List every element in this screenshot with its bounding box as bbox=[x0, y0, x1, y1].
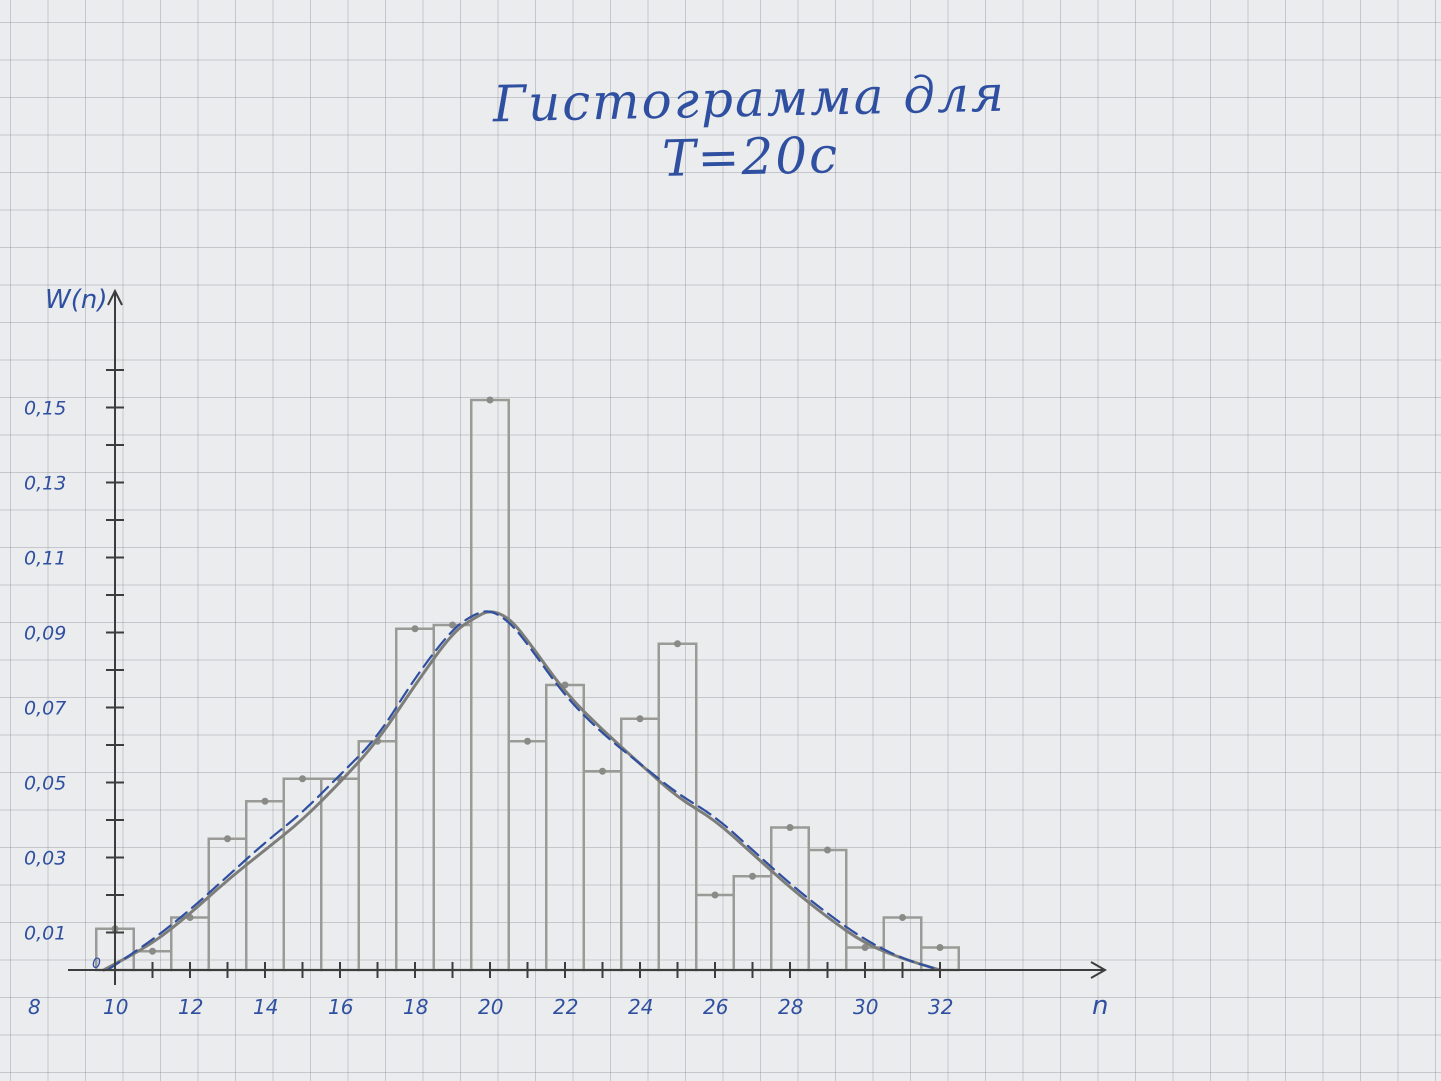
bar-point bbox=[711, 891, 719, 899]
bar-point bbox=[599, 767, 606, 775]
bar-point bbox=[636, 715, 644, 723]
histogram-bar bbox=[432, 623, 473, 972]
y-axis-label: W(n) bbox=[45, 285, 107, 315]
bar-point bbox=[674, 640, 681, 648]
x-tick-label: 26 bbox=[703, 995, 728, 1019]
pencil-curve bbox=[102, 610, 942, 972]
x-tick-label: 30 bbox=[853, 995, 878, 1019]
bar-point bbox=[749, 872, 756, 880]
histogram-bar bbox=[545, 683, 585, 972]
x-tick-label: 22 bbox=[553, 995, 578, 1019]
bar-point bbox=[936, 944, 944, 951]
histogram-bar bbox=[695, 893, 735, 972]
histogram-bar bbox=[807, 848, 848, 972]
y-tick-label: 0,01 bbox=[24, 923, 66, 945]
histogram-bar bbox=[507, 740, 548, 972]
bar-point bbox=[449, 621, 456, 629]
bar-point bbox=[149, 947, 156, 955]
bar-point bbox=[524, 737, 531, 745]
x-axis-label: n bbox=[1092, 991, 1108, 1021]
bar-point bbox=[299, 775, 306, 783]
origin-label: 0 bbox=[92, 956, 101, 972]
bar-point bbox=[261, 797, 269, 805]
x-axis-arrow bbox=[1090, 961, 1108, 979]
x-tick-label: 16 bbox=[328, 995, 353, 1019]
bar-point bbox=[486, 396, 494, 404]
histogram-bar bbox=[732, 875, 773, 972]
pen-dashed-curve bbox=[106, 610, 942, 972]
histogram-bar bbox=[470, 398, 510, 972]
x-tick-label: 20 bbox=[478, 995, 503, 1019]
y-tick-label: 0,11 bbox=[24, 548, 66, 570]
x-tick-label: 28 bbox=[778, 995, 803, 1019]
x-tick-label: 18 bbox=[403, 995, 428, 1019]
bar-point bbox=[824, 846, 831, 854]
histogram-bar bbox=[357, 740, 398, 972]
histogram-bar bbox=[245, 800, 285, 972]
x-tick-label: 12 bbox=[178, 995, 203, 1019]
y-tick-label: 0,05 bbox=[24, 773, 66, 795]
histogram-bar bbox=[320, 777, 360, 972]
y-tick-label: 0,15 bbox=[24, 398, 66, 420]
y-tick-label: 0,09 bbox=[24, 623, 66, 645]
x-tick-label: 24 bbox=[628, 995, 653, 1019]
tick-layer: 8 10 12 14 16 18 20 22 24 26 28 30 32 0,01 0,03 0,05 0,0… bbox=[24, 369, 953, 1019]
x-tick-label: 10 bbox=[103, 995, 128, 1019]
bar-point bbox=[899, 914, 906, 921]
x-tick-label: 14 bbox=[253, 995, 278, 1019]
bar-point bbox=[786, 824, 794, 831]
y-axis-arrow bbox=[107, 288, 123, 306]
bar-point bbox=[861, 944, 869, 951]
bar-point bbox=[411, 625, 419, 633]
x-tick-label: 8 bbox=[28, 995, 41, 1019]
x-tick-label: 32 bbox=[928, 995, 953, 1019]
bar-point bbox=[224, 835, 231, 843]
axes-layer: W(n) n 0 bbox=[45, 285, 1108, 1021]
histogram-bar bbox=[620, 717, 660, 972]
histogram-bar bbox=[207, 837, 248, 972]
y-tick-label: 0,03 bbox=[24, 848, 66, 870]
histogram-layer bbox=[95, 396, 960, 972]
curve-layer bbox=[102, 610, 942, 972]
y-tick-label: 0,07 bbox=[24, 698, 66, 720]
histogram-bar bbox=[582, 770, 623, 972]
y-tick-label: 0,13 bbox=[24, 473, 66, 495]
